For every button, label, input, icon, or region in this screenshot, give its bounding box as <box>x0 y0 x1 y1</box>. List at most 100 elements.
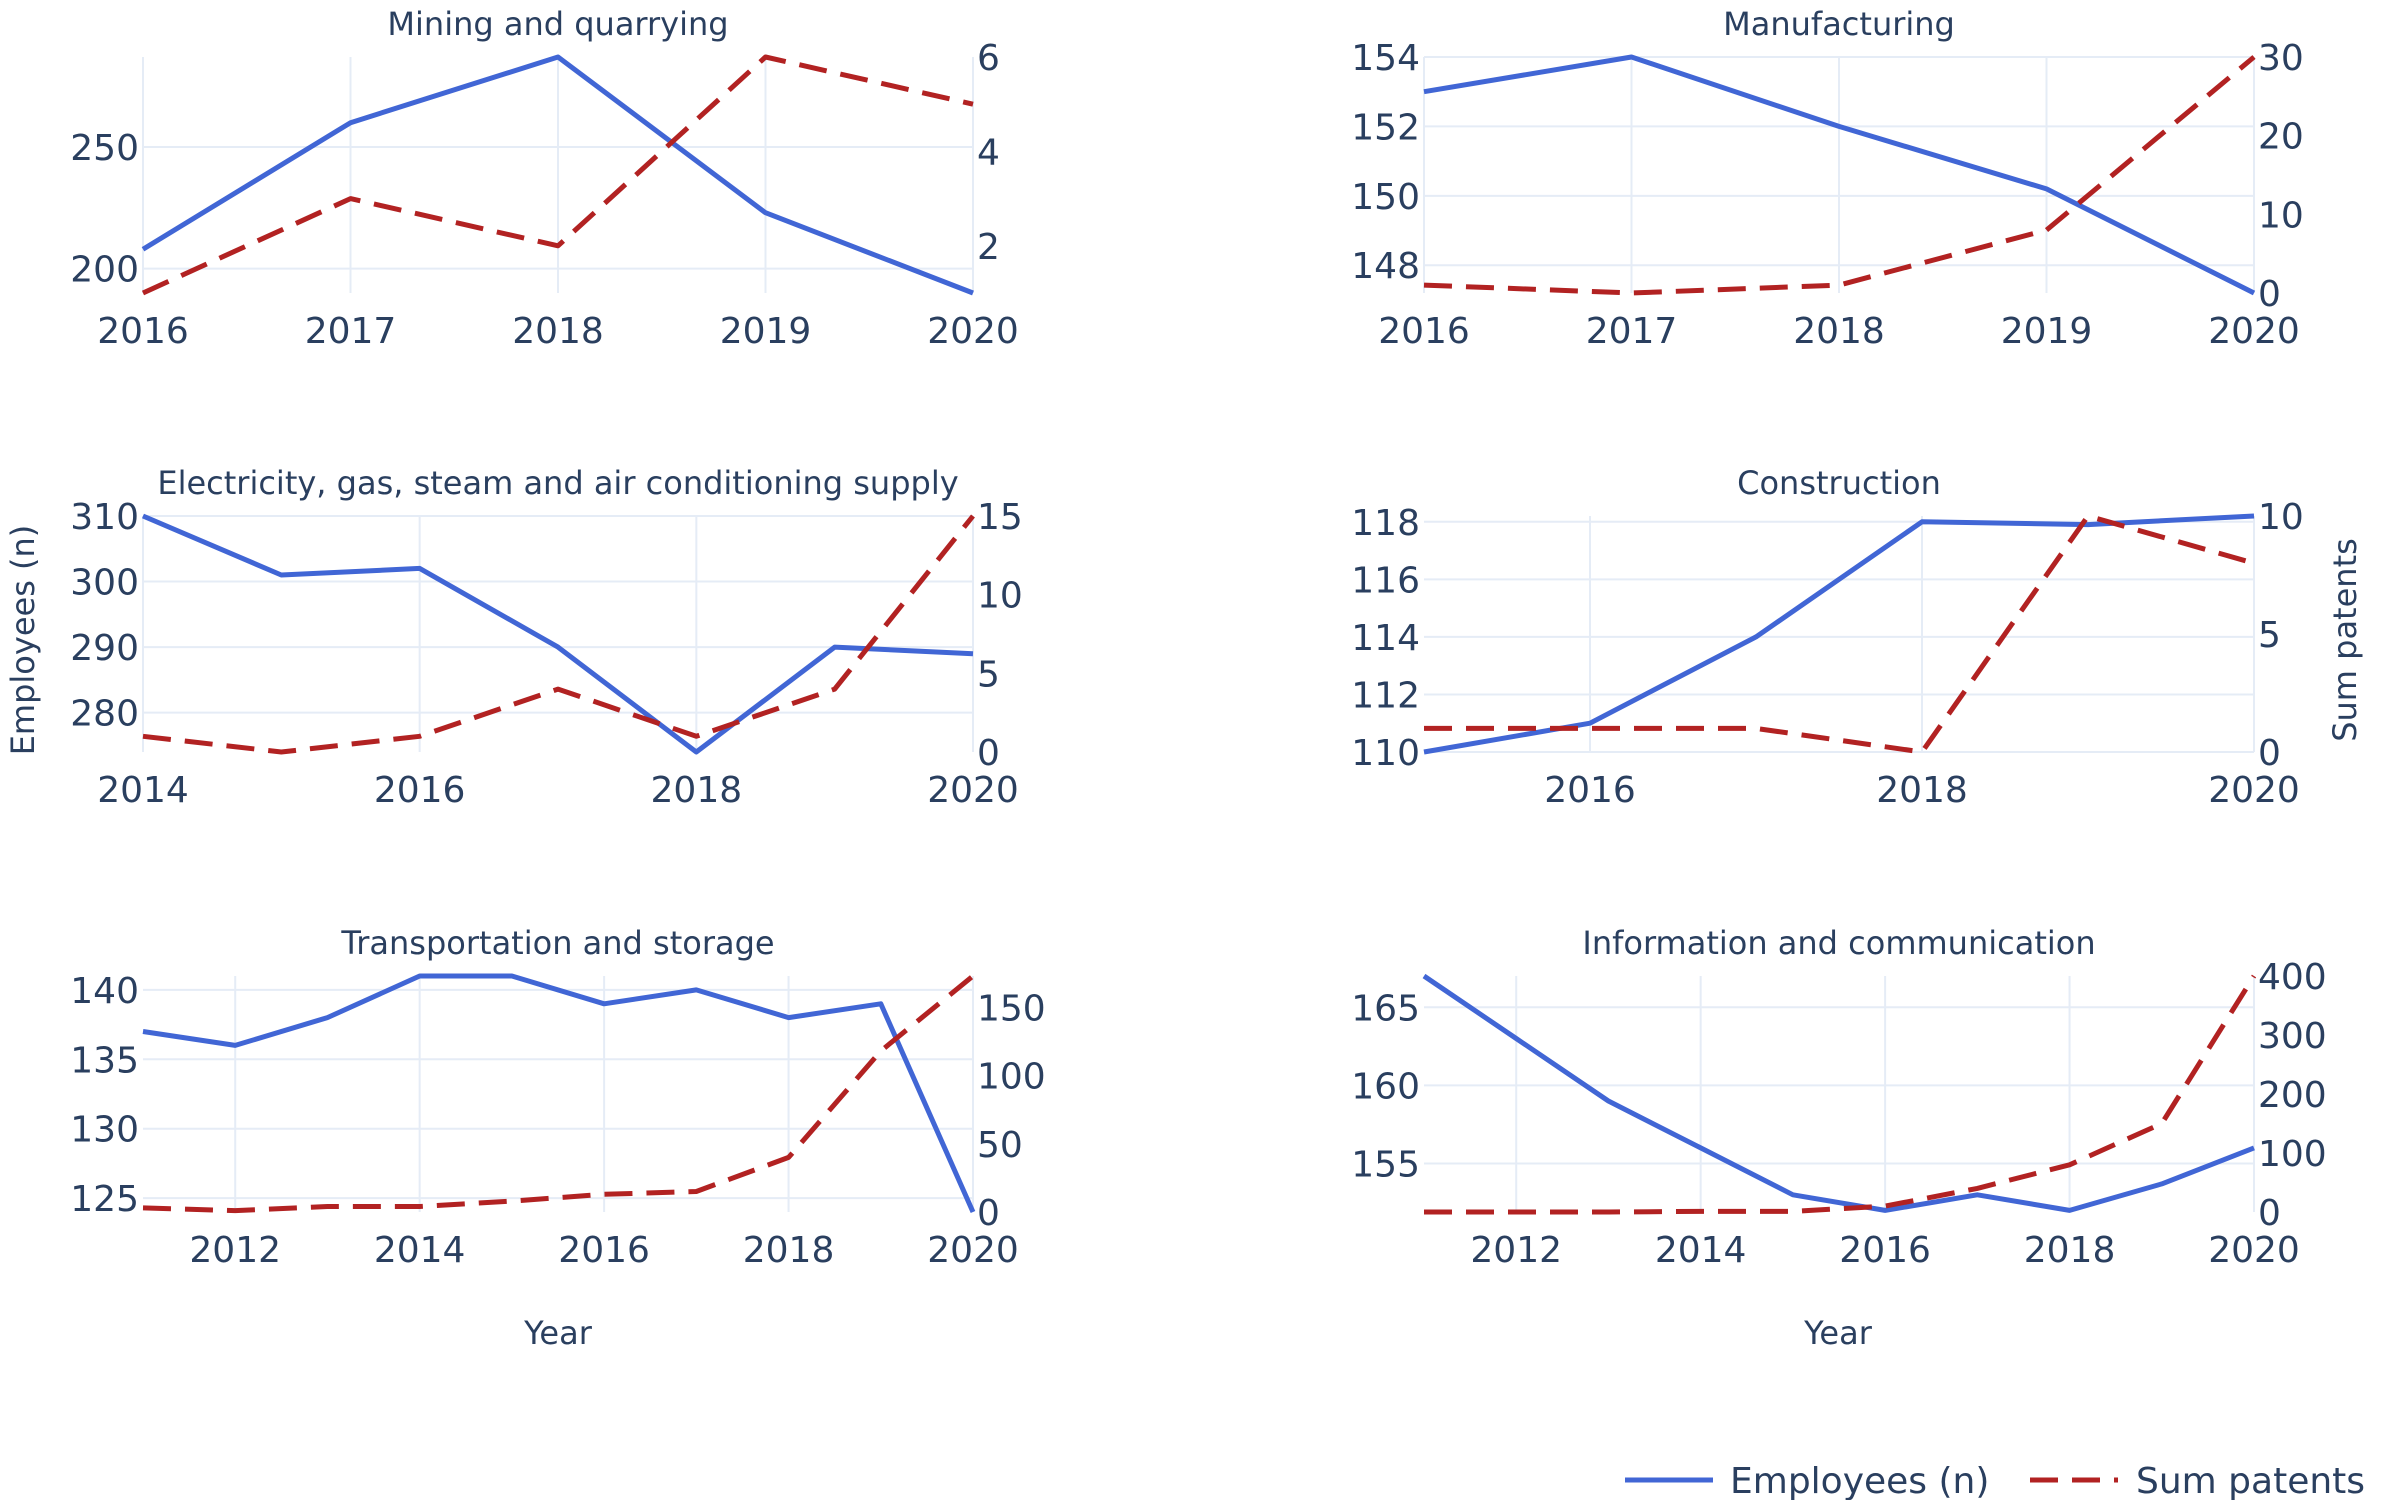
patents-line <box>1424 513 2255 755</box>
y-axis-title-left: Employees (n) <box>4 525 42 756</box>
y-right-tick-label: 10 <box>2258 497 2304 538</box>
employees-line <box>142 513 974 755</box>
y-left-tick-label: 280 <box>70 694 139 735</box>
y-left-tick-label: 165 <box>1351 988 1420 1029</box>
panel-title: Mining and quarrying <box>387 5 728 43</box>
x-tick-label: 2014 <box>374 1230 466 1271</box>
y-right-tick-label: 100 <box>2258 1134 2327 1175</box>
y-right-tick-label: 30 <box>2258 38 2304 79</box>
y-right-tick-label: 300 <box>2258 1016 2327 1057</box>
y-left-tick-label: 116 <box>1351 560 1420 601</box>
x-axis-title-left: Year <box>523 1314 593 1352</box>
x-tick-label: 2016 <box>558 1230 650 1271</box>
x-tick-label: 2018 <box>2024 1230 2116 1271</box>
y-right-tick-label: 10 <box>2258 195 2304 236</box>
y-right-tick-label: 0 <box>977 733 1000 774</box>
x-tick-label: 2016 <box>1544 770 1636 811</box>
y-left-tick-label: 130 <box>70 1110 139 1151</box>
y-left-tick-label: 148 <box>1351 246 1420 287</box>
y-left-tick-label: 200 <box>70 250 139 291</box>
y-right-tick-label: 15 <box>977 497 1023 538</box>
employees-line <box>1423 513 2255 755</box>
panel-6: 2012 2014 2016 2018 2020 155 160 165 0 100 200 300 4… <box>1351 924 2326 1271</box>
x-tick-label: 2017 <box>1586 311 1678 352</box>
x-tick-label: 2020 <box>927 770 1019 811</box>
y-right-tick-label: 200 <box>2258 1075 2327 1116</box>
y-right-tick-label: 10 <box>977 576 1023 617</box>
x-tick-label: 2017 <box>305 311 397 352</box>
y-right-tick-label: 6 <box>977 38 1000 79</box>
employees-line <box>1422 973 2255 1213</box>
patents-line <box>141 54 974 296</box>
y-right-tick-label: 5 <box>977 654 1000 695</box>
x-tick-label: 2020 <box>2208 770 2300 811</box>
panel-2: 2016 2017 2018 2019 2020 148 150 152 154 0 10 20 30 M… <box>1351 5 2304 352</box>
y-left-tick-label: 110 <box>1351 733 1420 774</box>
panel-title: Construction <box>1737 464 1941 502</box>
y-right-tick-label: 100 <box>977 1057 1046 1098</box>
x-tick-label: 2016 <box>1378 311 1470 352</box>
panel-3: 2014 2016 2018 2020 280 290 300 310 0 5 10 15 Electr… <box>70 464 1023 811</box>
y-left-tick-label: 290 <box>70 628 139 669</box>
y-right-tick-label: 0 <box>2258 274 2281 315</box>
x-tick-label: 2020 <box>2208 311 2300 352</box>
y-left-tick-label: 250 <box>70 128 139 169</box>
x-tick-label: 2020 <box>927 1230 1019 1271</box>
y-left-tick-label: 140 <box>70 971 139 1012</box>
x-tick-label: 2014 <box>97 770 189 811</box>
patents-line <box>142 974 975 1214</box>
panel-title: Electricity, gas, steam and air conditio… <box>157 464 958 502</box>
legend-employees-label: Employees (n) <box>1730 1461 1989 1500</box>
employees-line <box>141 54 974 296</box>
x-tick-label: 2012 <box>1470 1230 1562 1271</box>
x-axis-title-right: Year <box>1803 1314 1873 1352</box>
panel-4: 2016 2018 2020 110 112 114 116 118 0 5 10 Construct… <box>1351 464 2304 811</box>
y-left-tick-label: 154 <box>1351 38 1420 79</box>
x-tick-label: 2018 <box>1876 770 1968 811</box>
y-right-tick-label: 2 <box>977 227 1000 268</box>
panel-title: Information and communication <box>1582 924 2095 962</box>
x-tick-label: 2020 <box>927 311 1019 352</box>
y-left-tick-label: 118 <box>1351 503 1420 544</box>
patents-line <box>1424 974 2257 1215</box>
y-right-tick-label: 0 <box>2258 733 2281 774</box>
x-tick-label: 2018 <box>651 770 743 811</box>
y-right-tick-label: 20 <box>2258 117 2304 158</box>
employees-line <box>1423 54 2256 296</box>
x-tick-label: 2016 <box>374 770 466 811</box>
x-tick-label: 2019 <box>2001 311 2093 352</box>
y-right-tick-label: 0 <box>2258 1193 2281 1234</box>
patents-line <box>142 514 975 755</box>
y-left-tick-label: 155 <box>1351 1145 1420 1186</box>
x-tick-label: 2012 <box>189 1230 281 1271</box>
x-tick-label: 2020 <box>2208 1230 2300 1271</box>
panel-title: Manufacturing <box>1723 5 1955 43</box>
x-tick-label: 2018 <box>743 1230 835 1271</box>
patents-line <box>1423 55 2256 296</box>
x-tick-label: 2018 <box>1793 311 1885 352</box>
y-left-tick-label: 114 <box>1351 618 1420 659</box>
y-right-tick-label: 50 <box>977 1125 1023 1166</box>
y-right-tick-label: 400 <box>2258 957 2327 998</box>
x-tick-label: 2018 <box>512 311 604 352</box>
y-left-tick-label: 112 <box>1351 675 1420 716</box>
panel-5: 2012 2014 2016 2018 2020 125 130 135 140 0 50 100 15… <box>70 924 1045 1271</box>
y-left-tick-label: 150 <box>1351 177 1420 218</box>
x-tick-label: 2019 <box>720 311 812 352</box>
y-left-tick-label: 125 <box>70 1179 139 1220</box>
y-left-tick-label: 160 <box>1351 1066 1420 1107</box>
x-tick-label: 2016 <box>97 311 189 352</box>
y-right-tick-label: 0 <box>977 1193 1000 1234</box>
employees-line <box>142 973 976 1214</box>
y-axis-title-right: Sum patents <box>2326 538 2364 742</box>
y-right-tick-label: 150 <box>977 988 1046 1029</box>
y-left-tick-label: 300 <box>70 563 139 604</box>
panel-title: Transportation and storage <box>340 924 774 962</box>
y-left-tick-label: 135 <box>70 1040 139 1081</box>
y-right-tick-label: 4 <box>977 132 1000 173</box>
legend-patents-label: Sum patents <box>2136 1461 2365 1500</box>
x-tick-label: 2014 <box>1655 1230 1747 1271</box>
y-left-tick-label: 152 <box>1351 107 1420 148</box>
